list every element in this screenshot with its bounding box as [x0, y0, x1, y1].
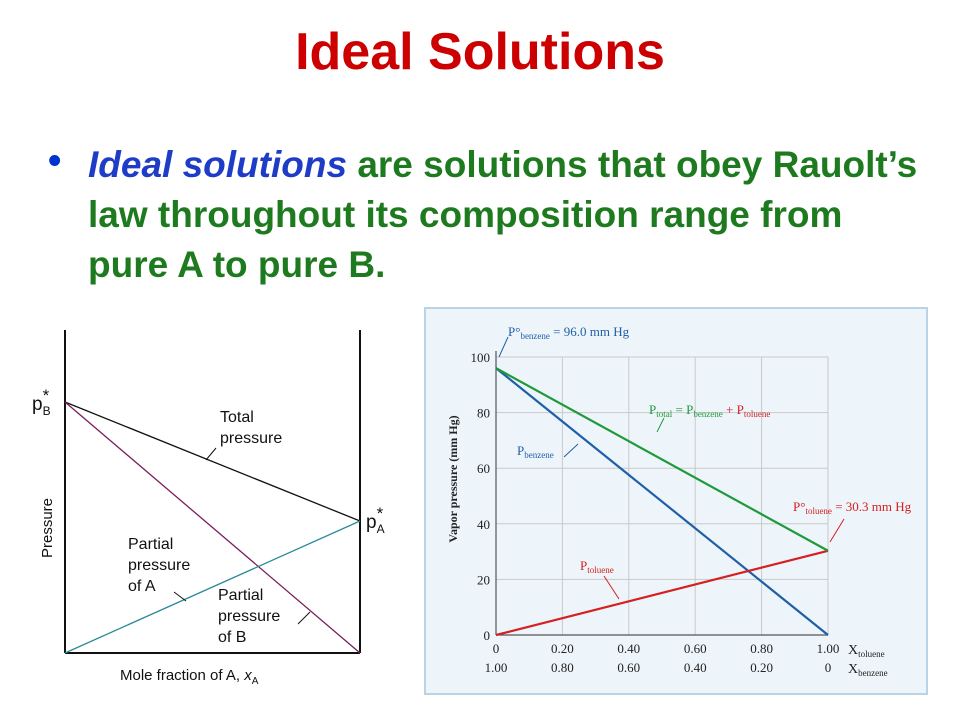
p0-toluene-annotation: P°toluene = 30.3 mm Hg	[793, 499, 912, 516]
total-pressure-label-line2: pressure	[220, 430, 282, 447]
partial-pressure-a-line	[64, 520, 361, 654]
x-tick-label-toluene: 0.20	[551, 641, 574, 656]
total-pressure-label-line1: Total	[220, 409, 254, 426]
p-toluene-annotation: Ptoluene	[580, 558, 614, 575]
y-tick-label: 40	[477, 517, 490, 532]
x-tick-label-toluene: 0	[493, 641, 500, 656]
y-tick-label: 0	[484, 628, 491, 643]
partial-b-label-line1: Partial	[218, 587, 263, 604]
p0-benzene-annotation: P°benzene = 96.0 mm Hg	[508, 324, 630, 341]
chart-series	[495, 367, 829, 637]
x-tick-label-toluene: 0.60	[684, 641, 707, 656]
y-axis-label: Vapor pressure (mm Hg)	[446, 415, 460, 542]
x-tick-label-toluene: 0.40	[617, 641, 640, 656]
x-tick-label-benzene: 1.00	[485, 660, 508, 675]
partial-b-pointer	[297, 611, 311, 625]
raoult-law-diagram: pB* pA* Pressure Total pressure Partial …	[32, 330, 385, 687]
series-line-p-total	[495, 367, 829, 552]
y-tick-label: 60	[477, 461, 490, 476]
x-toluene-axis-label: Xtoluene	[848, 643, 885, 659]
p-benzene-pointer	[563, 443, 579, 458]
partial-b-label-line3: of B	[218, 629, 246, 646]
p-toluene-pointer	[603, 575, 620, 600]
p-total-pointer	[656, 417, 665, 433]
chart-grid	[495, 351, 829, 636]
bullet-marker: •	[48, 140, 62, 182]
x-tick-label-benzene: 0.60	[617, 660, 640, 675]
y-tick-label: 20	[477, 572, 490, 587]
p0-benzene-pointer	[498, 336, 509, 358]
bullet-term: Ideal solutions	[88, 144, 348, 185]
partial-a-pointer	[173, 591, 187, 602]
series-line-p-toluene	[495, 549, 829, 637]
x-tick-label-benzene: 0.40	[684, 660, 707, 675]
chart-ticks: 0 20 40 60 80 100 0 1.00 0.20 0.80 0.40 0.60 0.60 0.4…	[471, 350, 840, 675]
mole-fraction-axis-label: Mole fraction of A, xA	[120, 667, 259, 687]
total-pressure-line	[64, 401, 361, 522]
total-pressure-pointer	[205, 447, 217, 461]
partial-b-label-line2: pressure	[218, 608, 280, 625]
p-benzene-annotation: Pbenzene	[517, 443, 554, 460]
y-tick-label: 100	[471, 350, 491, 365]
pA-star-label: pA*	[366, 504, 385, 536]
series-line-p-benzene	[495, 367, 829, 636]
chart-panel-background	[424, 307, 928, 695]
bullet-body: are solutions that obey Rauolt’s law thr…	[88, 144, 918, 285]
partial-a-label-line1: Partial	[128, 536, 173, 553]
x-tick-label-benzene: 0.80	[551, 660, 574, 675]
pressure-axis-label: Pressure	[39, 498, 56, 558]
x-tick-label-toluene: 1.00	[817, 641, 840, 656]
p-total-annotation: Ptotal = Pbenzene + Ptoluene	[649, 402, 770, 419]
bullet-text: Ideal solutions are solutions that obey …	[88, 140, 928, 290]
y-tick-label: 80	[477, 406, 490, 421]
partial-a-label-line3: of A	[128, 578, 156, 595]
slide-title: Ideal Solutions	[295, 23, 665, 81]
p0-toluene-pointer	[829, 518, 845, 543]
x-benzene-axis-label: Xbenzene	[848, 662, 888, 678]
x-tick-label-benzene: 0.20	[750, 660, 773, 675]
pB-star-label: pB*	[32, 386, 51, 418]
vapor-pressure-chart: 0 20 40 60 80 100 0 1.00 0.20 0.80 0.40 0.60 0.60 0.4…	[424, 307, 928, 695]
partial-a-label-line2: pressure	[128, 557, 190, 574]
x-tick-label-toluene: 0.80	[750, 641, 773, 656]
partial-pressure-b-line	[64, 401, 361, 654]
x-tick-label-benzene: 0	[825, 660, 832, 675]
